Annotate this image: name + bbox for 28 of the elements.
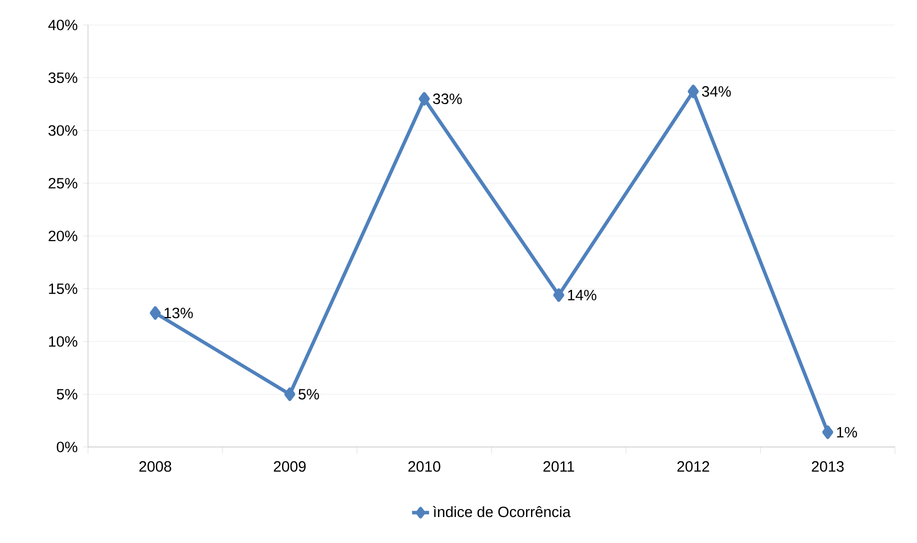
y-tick-label: 5% [56,388,78,400]
point [418,92,430,106]
y-tick-label: 0% [56,442,78,452]
y-tick-label: 25% [48,178,78,189]
y-tick-label: 15% [49,283,78,294]
data-label: 33% [433,94,462,104]
data-label: 5% [298,388,320,400]
x-tick-label: 2013 [812,461,844,472]
y-tick-label: 10% [49,336,78,347]
point [284,387,296,401]
point [688,84,699,98]
data-label: 1% [837,426,858,438]
point [553,288,564,302]
y-tick-label: 30% [48,125,78,136]
x-tick-label: 2011 [543,461,574,472]
legend-label: ìndice de Ocorrência [432,506,571,518]
y-tick-label: 40% [48,20,78,30]
x-tick-label: 2012 [677,461,710,472]
point [150,306,161,320]
y-tick-label: 20% [48,230,78,242]
point [822,425,834,439]
x-tick-label: 2009 [274,461,306,472]
data-label: 34% [702,86,731,97]
y-tick-label: 35% [48,72,78,84]
x-tick-label: 2008 [139,461,172,472]
x-tick-label: 2010 [408,461,440,472]
data-label: 14% [568,290,596,300]
data-label: 13% [164,308,193,318]
